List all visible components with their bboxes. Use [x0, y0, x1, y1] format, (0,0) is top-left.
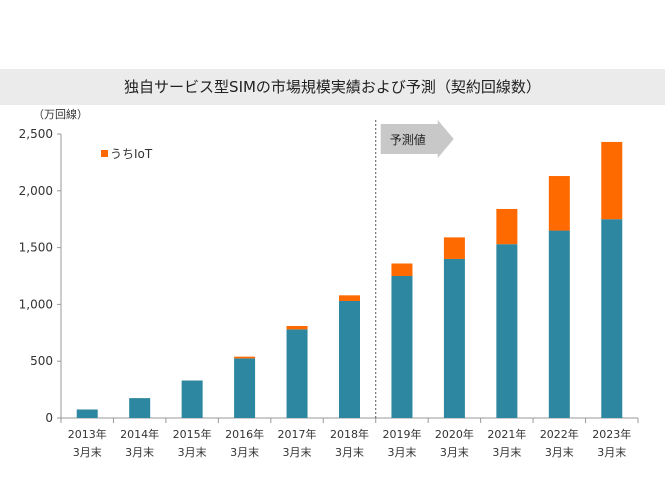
y-tick-label: 2,500 — [19, 127, 53, 141]
bar-segment-base — [601, 219, 623, 418]
title-band: 独自サービス型SIMの市場規模実績および予測（契約回線数） — [0, 69, 665, 105]
legend-swatch — [101, 150, 108, 157]
x-tick-label: 2017年 — [278, 427, 317, 441]
x-tick-label: 2018年 — [330, 427, 369, 441]
x-tick-label: 2022年 — [540, 427, 579, 441]
y-tick-label: 500 — [30, 354, 53, 368]
y-tick-label: 1,500 — [19, 241, 53, 255]
x-tick-label: 2013年 — [68, 427, 107, 441]
x-tick-label: 3月末 — [125, 445, 154, 459]
x-tick-label: 3月末 — [440, 445, 469, 459]
legend-label: うちIoT — [110, 147, 153, 161]
bar-segment-iot — [234, 356, 256, 359]
x-tick-label: 2019年 — [382, 427, 421, 441]
bar-segment-iot — [286, 325, 308, 330]
x-tick-label: 2023年 — [592, 427, 631, 441]
y-tick-label: 0 — [45, 411, 53, 425]
bar-segment-base — [496, 244, 518, 418]
bar-segment-base — [129, 398, 151, 418]
x-tick-label: 2020年 — [435, 427, 474, 441]
chart-title: 独自サービス型SIMの市場規模実績および予測（契約回線数） — [124, 78, 541, 96]
bar-segment-base — [443, 258, 465, 418]
x-tick-label: 3月末 — [545, 445, 574, 459]
bar-segment-base — [548, 230, 570, 418]
x-tick-label: 3月末 — [335, 445, 364, 459]
x-tick-label: 2016年 — [225, 427, 264, 441]
forecast-marker: 予測値 — [375, 120, 454, 418]
bar-segment-iot — [601, 141, 623, 220]
bar-segment-iot — [339, 295, 360, 301]
y-unit-label: （万回線） — [33, 107, 88, 121]
bar-segment-iot — [496, 208, 518, 245]
y-tick-label: 1,000 — [19, 297, 53, 311]
bar-segment-base — [391, 276, 413, 418]
x-tick-label: 3月末 — [492, 445, 521, 459]
y-tick-label: 2,000 — [19, 184, 53, 198]
bar-segment-base — [76, 409, 98, 418]
forecast-label: 予測値 — [390, 132, 426, 147]
bar-segment-base — [234, 358, 256, 418]
x-tick-label: 2021年 — [487, 427, 526, 441]
bar-segment-base — [339, 300, 360, 418]
bar-segment-iot — [391, 263, 413, 276]
x-tick-label: 3月末 — [178, 445, 207, 459]
x-tick-label: 3月末 — [73, 445, 102, 459]
legend: うちIoT — [101, 147, 153, 161]
y-axis: 0 500 1,000 1,500 2,000 2,500 — [19, 127, 62, 425]
x-axis: 2013年 3月末 2014年 3月末 2015年 3月末 2016年 3月末 2017年 3月末… — [60, 417, 639, 459]
bar-segment-iot — [548, 176, 570, 231]
bar-segment-base — [181, 380, 203, 418]
forecast-arrow — [380, 120, 454, 158]
bar-segment-base — [286, 329, 308, 418]
x-tick-label: 2015年 — [173, 427, 212, 441]
x-tick-label: 3月末 — [283, 445, 312, 459]
x-tick-label: 3月末 — [387, 445, 416, 459]
bars — [76, 141, 623, 418]
x-tick-label: 3月末 — [230, 445, 259, 459]
x-tick-label: 3月末 — [597, 445, 626, 459]
bar-segment-iot — [443, 237, 465, 259]
x-tick-label: 2014年 — [120, 427, 159, 441]
